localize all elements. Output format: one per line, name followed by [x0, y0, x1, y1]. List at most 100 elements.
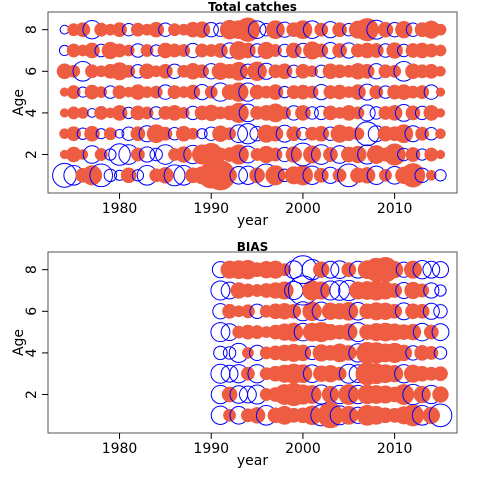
bubble-positive: [393, 384, 415, 405]
bubble-positive: [313, 261, 330, 278]
y-tick-label: 6: [24, 307, 40, 316]
bubble-negative: [431, 261, 450, 279]
bubble-positive: [94, 148, 108, 161]
plot-frame: [47, 251, 458, 434]
bubble-positive: [395, 344, 413, 362]
bubble-positive: [415, 283, 430, 298]
bubble-negative: [52, 162, 77, 188]
bubble-positive: [434, 44, 447, 57]
y-tick-label: 6: [24, 67, 40, 76]
bubble-negative: [210, 280, 231, 301]
bubble-positive: [405, 147, 421, 162]
bubble-positive: [434, 23, 447, 36]
x-tick-label: 2010: [377, 201, 413, 217]
bubble-positive: [426, 170, 437, 181]
bubble-positive: [130, 126, 146, 142]
bubble-positive: [249, 167, 265, 184]
bubble-positive: [158, 126, 173, 141]
bubble-positive: [387, 283, 403, 298]
bubble-positive: [84, 125, 100, 142]
bubble-group: [210, 255, 453, 429]
bubble-positive: [95, 86, 108, 99]
bubble-positive: [387, 303, 403, 319]
bubble-positive: [400, 163, 426, 188]
bubble-negative: [321, 260, 340, 279]
y-axis-label: Age: [11, 89, 27, 116]
bubble-negative: [163, 164, 186, 187]
x-tick-label: 1980: [102, 441, 138, 457]
x-axis-label: year: [237, 213, 268, 229]
bubble-negative: [320, 280, 341, 301]
bubble-negative: [422, 302, 440, 320]
y-axis-label: Age: [11, 329, 27, 356]
bubble-negative: [213, 345, 228, 361]
bubble-positive: [67, 64, 81, 78]
bubble-positive: [350, 84, 366, 100]
bubble-positive: [435, 128, 446, 140]
bubble-positive: [228, 144, 249, 165]
bubble-positive: [103, 127, 117, 141]
bubble-negative: [149, 147, 163, 162]
bubble-positive: [266, 20, 285, 40]
bubble-positive: [306, 65, 319, 78]
bubble-positive: [314, 43, 329, 58]
bubble-positive: [140, 44, 154, 57]
bubble-positive: [212, 43, 228, 58]
y-tick-label: 4: [24, 348, 40, 357]
bubble-positive: [285, 42, 302, 59]
panel-total-catches: Total catches 1980 1990 2000 2010 2 4 6 8 year Age: [11, 0, 458, 229]
x-tick-label: 1980: [102, 201, 138, 217]
bubble-group: [52, 17, 447, 191]
bubble-positive: [267, 125, 284, 142]
bubble-positive: [248, 407, 266, 424]
bubble-negative: [89, 163, 114, 188]
bubble-negative: [284, 260, 304, 279]
bubble-positive: [149, 85, 163, 99]
y-tick-label: 2: [24, 390, 40, 399]
bubble-negative: [196, 128, 208, 140]
x-tick-label: 2010: [377, 441, 413, 457]
bubble-positive: [186, 127, 199, 140]
bubble-positive: [423, 324, 439, 340]
bubble-positive: [394, 124, 414, 144]
bubble-negative: [434, 169, 447, 182]
bubble-positive: [268, 44, 282, 57]
bubble-positive: [241, 346, 254, 359]
chart-title: Total catches: [208, 0, 297, 14]
x-tick-label: 1990: [193, 201, 229, 217]
bubble-positive: [285, 146, 303, 163]
x-tick-label: 1990: [193, 441, 229, 457]
bubble-positive: [130, 147, 145, 162]
y-tick-label: 8: [24, 265, 40, 274]
bubble-positive: [415, 85, 430, 100]
bubble-negative: [203, 22, 219, 38]
bubble-negative: [220, 364, 239, 383]
bubble-positive: [268, 147, 283, 162]
bubble-negative: [433, 346, 448, 360]
bubble-negative: [222, 346, 237, 360]
bubble-positive: [66, 126, 82, 142]
bubble-positive: [157, 63, 173, 79]
bubble-positive: [278, 106, 292, 120]
bubble-positive: [422, 406, 440, 424]
bubble-negative: [422, 260, 441, 279]
bubble-positive: [140, 106, 154, 120]
bubble-negative: [412, 260, 432, 280]
bubble-negative: [108, 143, 131, 166]
bubble-positive: [185, 84, 201, 100]
bubble-negative: [305, 106, 319, 120]
bubble-negative: [247, 20, 267, 39]
bubble-positive: [313, 167, 329, 183]
x-axis-label: year: [237, 453, 268, 469]
bubble-positive: [111, 105, 128, 121]
bubble-positive: [76, 106, 89, 119]
bubble-positive: [341, 262, 357, 278]
bubble-positive: [383, 143, 406, 166]
bubble-positive: [401, 404, 424, 427]
bubble-positive: [240, 304, 255, 319]
bubble-positive: [303, 145, 322, 164]
bubble-negative: [239, 385, 257, 404]
bubble-positive: [386, 105, 403, 121]
bubble-positive: [332, 168, 347, 183]
